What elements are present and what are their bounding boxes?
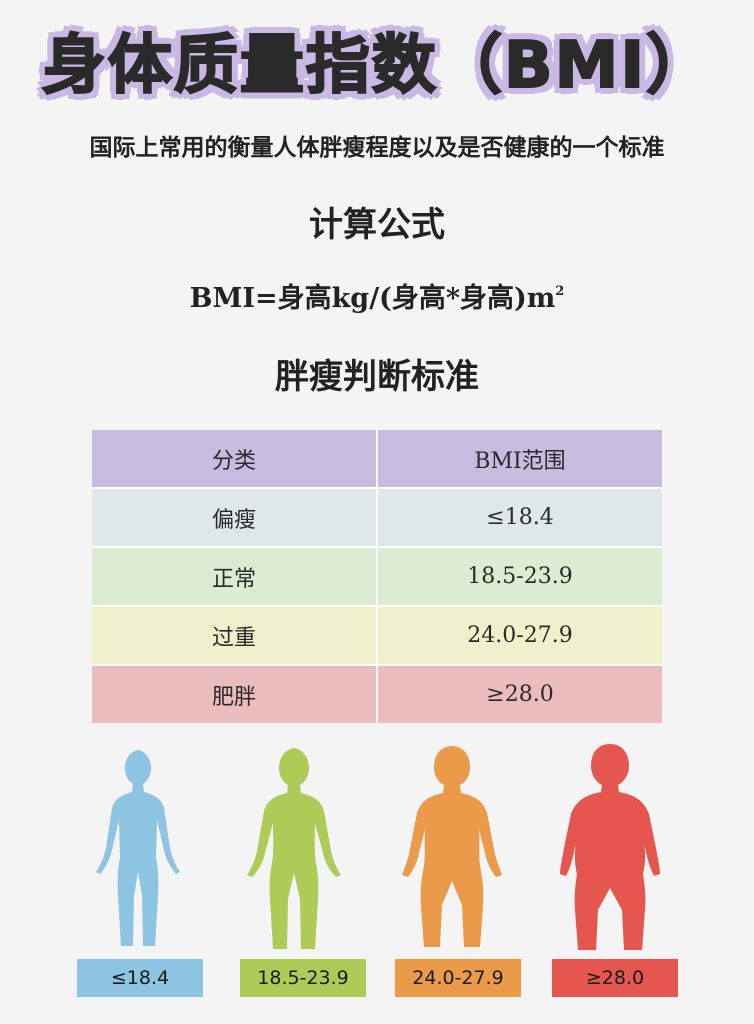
badge-normal: 18.5-23.9: [240, 959, 366, 997]
table-row: 过重 24.0-27.9: [92, 605, 662, 664]
row-range: 18.5-23.9: [467, 564, 573, 589]
overweight-person-icon: [402, 746, 502, 947]
header-category: 分类: [92, 430, 378, 487]
row-category: 肥胖: [92, 666, 378, 723]
subtitle: 国际上常用的衡量人体胖瘦程度以及是否健康的一个标准: [89, 134, 665, 161]
table-row: 肥胖 ≥28.0: [92, 664, 662, 723]
table-header-row: 分类 BMI范围: [92, 430, 662, 487]
header-range: BMI范围: [474, 448, 566, 474]
badge-slim: ≤18.4: [77, 959, 203, 997]
formula-superscript: 2: [555, 284, 565, 299]
formula-text: BMI=身高kg/(身高*身高)m: [189, 283, 556, 314]
page-title: 身体质量指数（BMI）: [41, 28, 713, 104]
row-category: 过重: [92, 607, 378, 664]
bmi-table: 分类 BMI范围 偏瘦 ≤18.4 正常 18.5-23.9 过重 24.0-2…: [92, 430, 662, 723]
slim-person-icon: [96, 750, 180, 946]
table-row: 正常 18.5-23.9: [92, 546, 662, 605]
criteria-heading: 胖瘦判断标准: [275, 357, 479, 397]
body-figures: [0, 742, 754, 952]
badge-obese: ≥28.0: [552, 959, 678, 997]
row-category: 正常: [92, 548, 378, 605]
badge-overweight: 24.0-27.9: [395, 959, 521, 997]
row-range: ≤18.4: [486, 505, 554, 530]
formula-heading: 计算公式: [309, 205, 445, 245]
normal-person-icon: [247, 748, 341, 949]
table-row: 偏瘦 ≤18.4: [92, 487, 662, 546]
bmi-formula: BMI=身高kg/(身高*身高)m2: [0, 272, 754, 319]
row-category: 偏瘦: [92, 489, 378, 546]
row-range: ≥28.0: [486, 682, 554, 707]
row-range: 24.0-27.9: [467, 623, 573, 648]
obese-person-icon: [560, 744, 660, 950]
